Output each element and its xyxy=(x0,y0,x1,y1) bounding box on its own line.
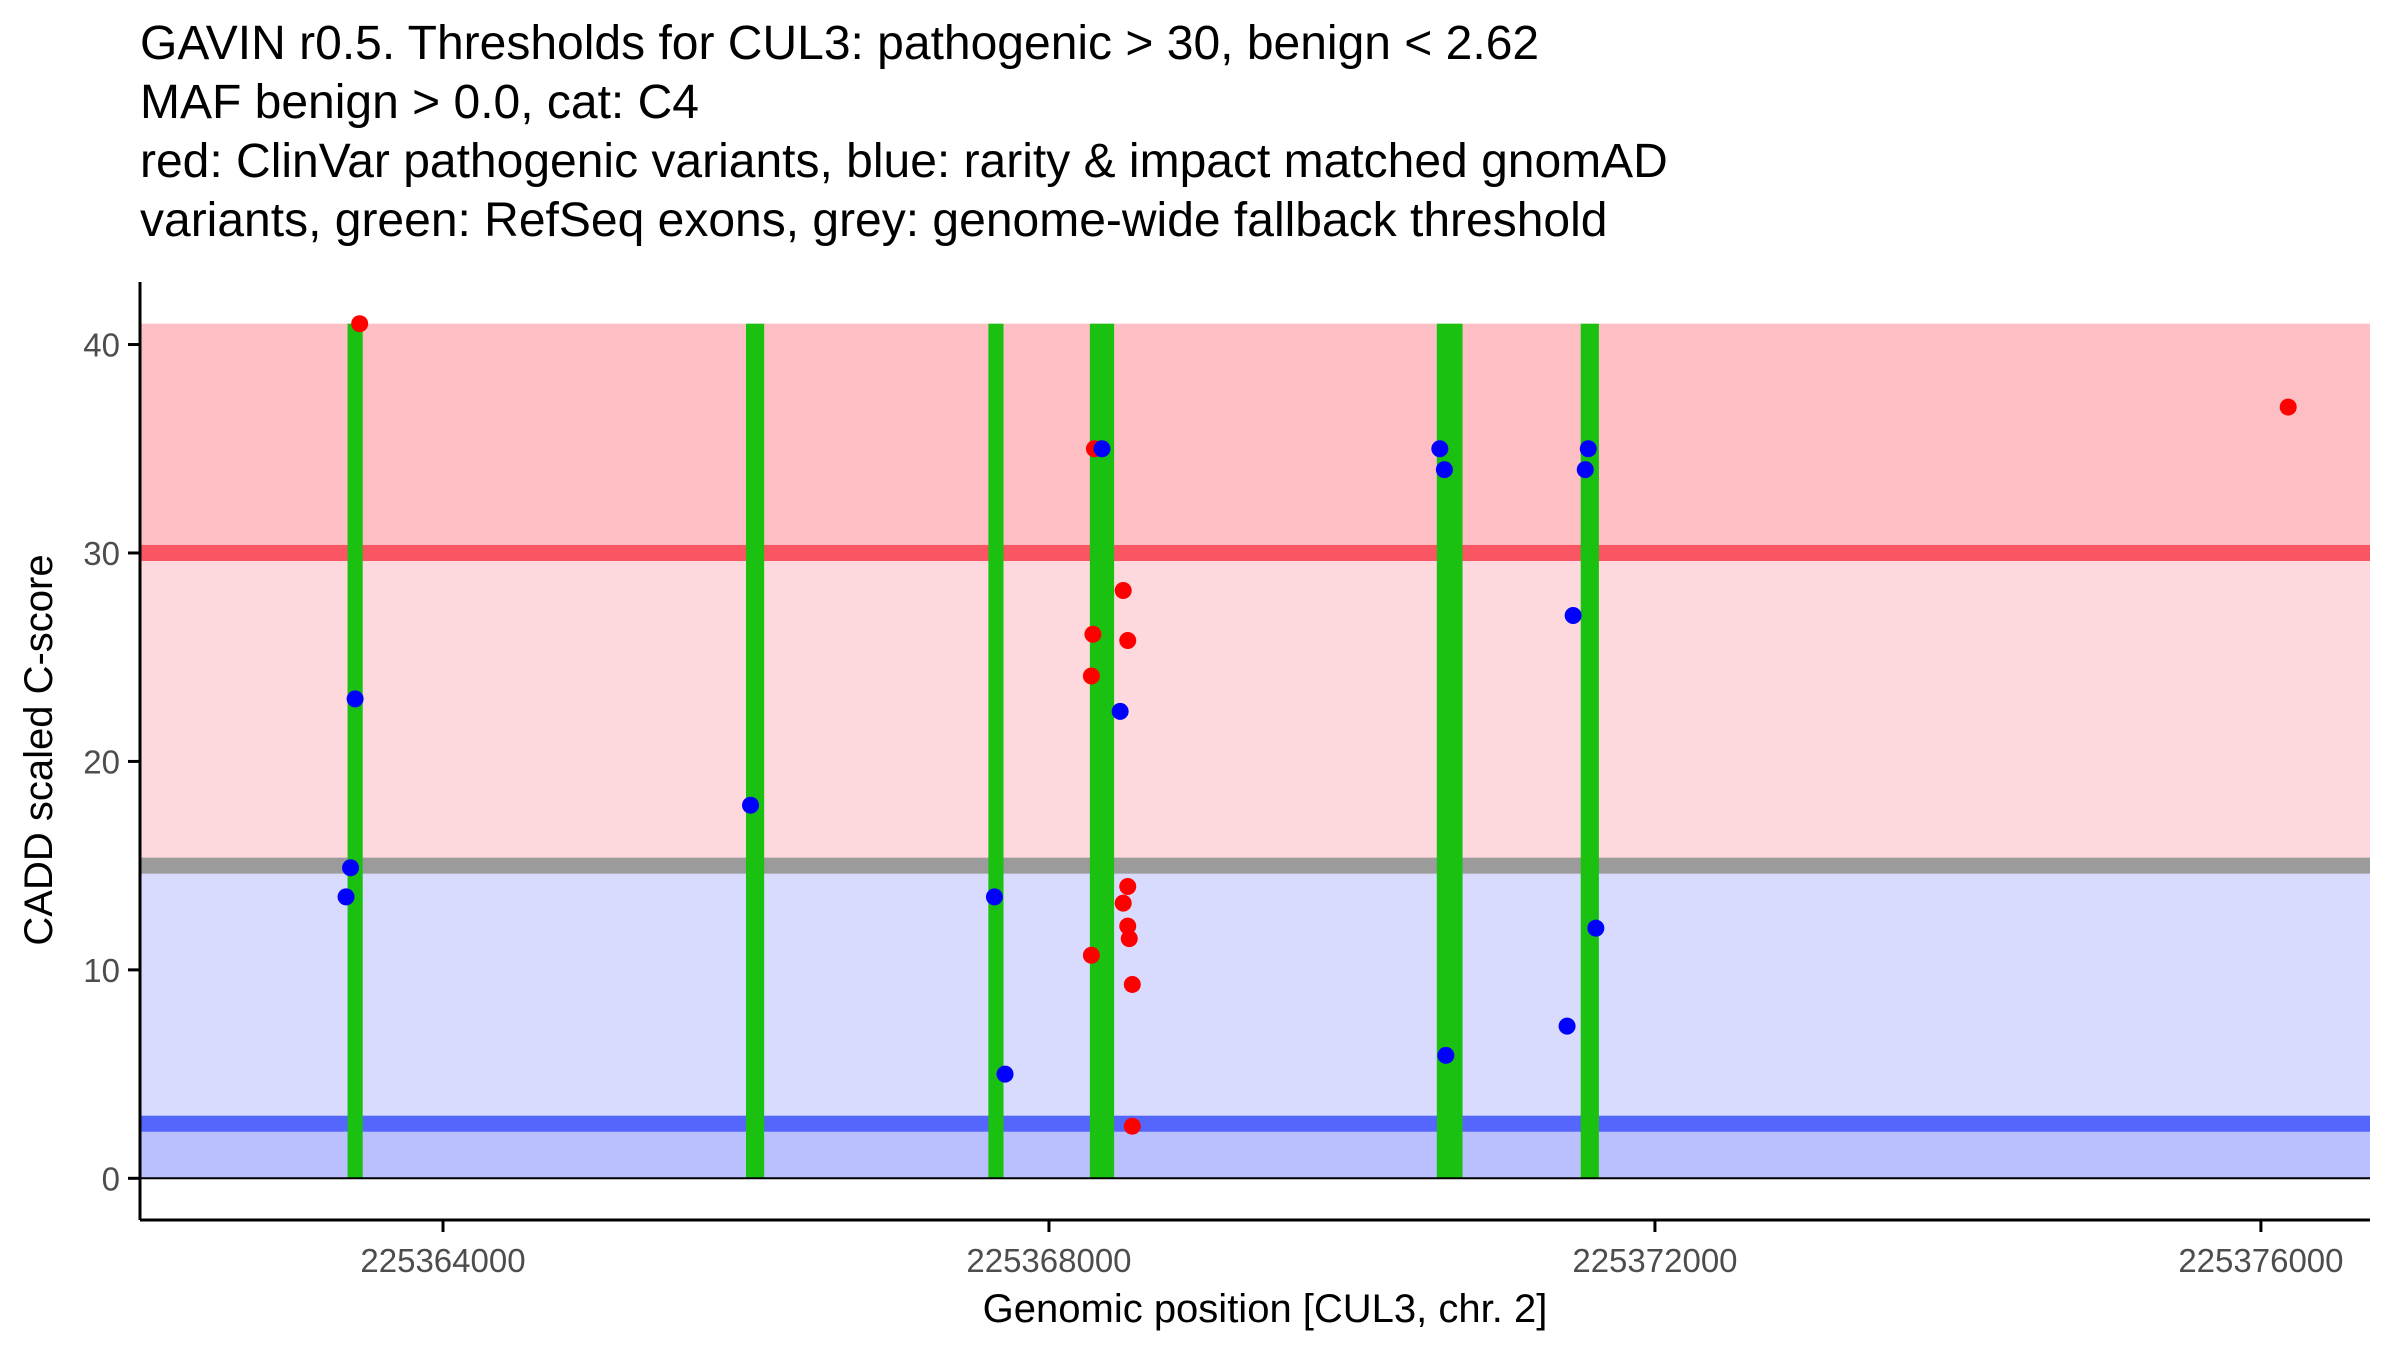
gnomad-variant-point xyxy=(1111,702,1129,720)
gnomad-variant-point xyxy=(742,796,760,814)
y-axis-label: CADD scaled C-score xyxy=(17,554,61,945)
y-tick-label: 10 xyxy=(83,952,120,989)
title-line-1: GAVIN r0.5. Thresholds for CUL3: pathoge… xyxy=(140,17,1540,70)
variant-points xyxy=(337,315,2297,1135)
chart-title: GAVIN r0.5. Thresholds for CUL3: pathoge… xyxy=(140,14,2370,250)
threshold-bands xyxy=(140,323,2370,1179)
axis-ticks: 0 10 20 30 40 225364000 225368000 225372000 2253… xyxy=(83,327,2343,1279)
exon-bar xyxy=(745,323,765,1179)
exon-bar xyxy=(1089,323,1115,1179)
gnomad-variant-point xyxy=(985,888,1003,906)
band-pathogenic xyxy=(140,323,2370,553)
title-line-3: red: ClinVar pathogenic variants, blue: … xyxy=(140,135,1668,188)
clinvar-pathogenic-point xyxy=(1084,625,1102,643)
gnomad-variant-point xyxy=(996,1065,1014,1083)
gnomad-variant-point xyxy=(1587,919,1605,937)
clinvar-pathogenic-point xyxy=(1123,1117,1141,1135)
threshold-lines xyxy=(140,544,2370,1132)
exon-bar xyxy=(1580,323,1599,1179)
axes xyxy=(138,282,2370,1222)
clinvar-pathogenic-point xyxy=(351,315,369,333)
pathogenic-threshold-line xyxy=(140,544,2370,561)
gnomad-variant-point xyxy=(1558,1017,1576,1035)
band-below-benign xyxy=(140,1123,2370,1179)
clinvar-pathogenic-point xyxy=(1119,877,1137,895)
y-tick-label: 30 xyxy=(83,535,120,572)
title-line-2: MAF benign > 0.0, cat: C4 xyxy=(140,76,699,129)
band-between xyxy=(140,552,2370,866)
gnomad-variant-point xyxy=(1093,440,1111,458)
clinvar-pathogenic-point xyxy=(1119,632,1137,650)
y-tick-label: 40 xyxy=(83,327,120,364)
x-tick-label: 225372000 xyxy=(1572,1242,1737,1279)
band-benign xyxy=(140,865,2370,1124)
clinvar-pathogenic-point xyxy=(1082,946,1100,964)
gnomad-variant-point xyxy=(346,690,364,708)
x-tick-label: 225368000 xyxy=(966,1242,1131,1279)
exon-bar xyxy=(988,323,1004,1179)
clinvar-pathogenic-point xyxy=(1114,894,1132,912)
title-line-4: variants, green: RefSeq exons, grey: gen… xyxy=(140,194,1608,247)
gnomad-variant-point xyxy=(342,859,360,877)
x-tick-label: 225376000 xyxy=(2178,1242,2343,1279)
exon-bar xyxy=(347,323,363,1179)
clinvar-pathogenic-point xyxy=(1114,581,1132,599)
clinvar-pathogenic-point xyxy=(1082,667,1100,685)
gnomad-variant-point xyxy=(1431,440,1449,458)
clinvar-pathogenic-point xyxy=(1120,930,1138,948)
fallback-threshold-line xyxy=(140,857,2370,874)
benign-threshold-line xyxy=(140,1115,2370,1132)
y-tick-label: 0 xyxy=(102,1160,120,1197)
clinvar-pathogenic-point xyxy=(1119,917,1137,935)
gnomad-variant-point xyxy=(1435,461,1453,479)
x-tick-label: 225364000 xyxy=(360,1242,525,1279)
gnomad-variant-point xyxy=(1564,607,1582,625)
clinvar-pathogenic-point xyxy=(1123,975,1141,993)
gnomad-variant-point xyxy=(1437,1046,1455,1064)
gnomad-variant-point xyxy=(1579,440,1597,458)
y-tick-label: 20 xyxy=(83,743,120,780)
gnomad-variant-point xyxy=(1576,461,1594,479)
x-axis-label: Genomic position [CUL3, chr. 2] xyxy=(983,1287,1548,1331)
gnomad-variant-point xyxy=(337,888,355,906)
clinvar-pathogenic-point xyxy=(2279,398,2297,416)
